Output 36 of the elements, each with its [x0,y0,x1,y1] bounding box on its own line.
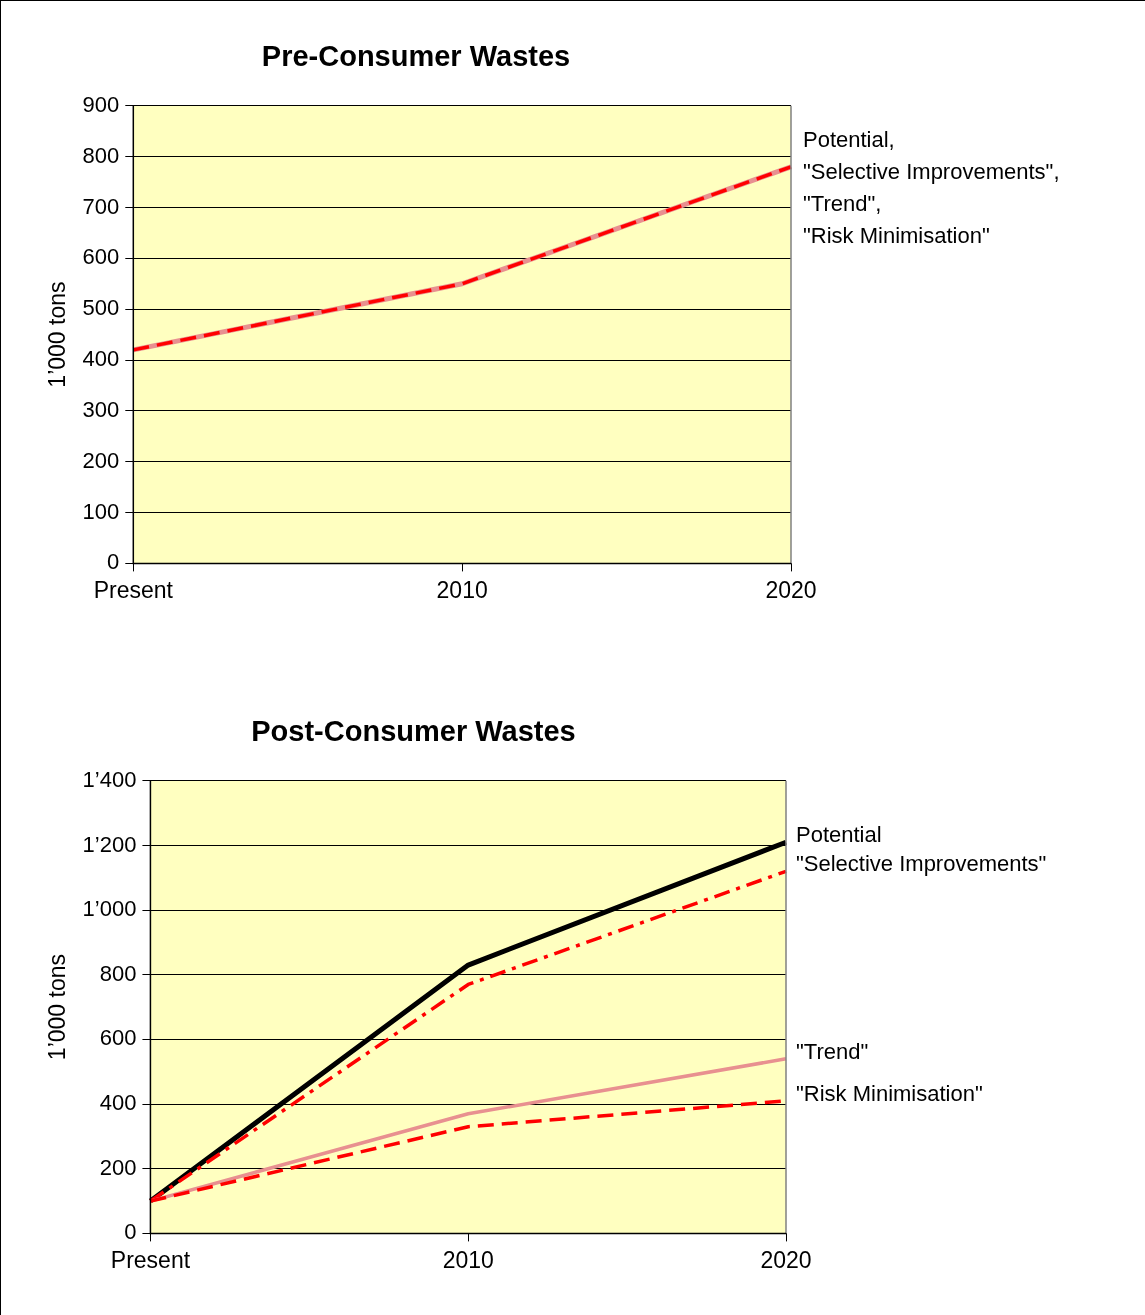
series-label: Potential [796,822,882,848]
x-tick-label: 2010 [436,576,488,603]
y-tick-label: 300 [82,396,120,422]
y-tick-label: 600 [99,1025,137,1051]
y-tick-label: 700 [82,193,120,219]
y-tick-label: 1’400 [82,766,137,792]
y-tick-label: 800 [99,960,137,986]
chart-title: Post-Consumer Wastes [251,715,576,748]
x-tick-label: Present [93,576,174,603]
text: "Selective Improvements", [803,158,1060,184]
y-axis-title: 1’000 tons [44,954,71,1061]
y-tick-label: 1’200 [82,831,137,857]
y-tick-label: 100 [82,498,120,524]
text: "Risk Minimisation" [803,222,990,248]
x-tick-label: 2020 [765,576,817,603]
y-tick-label: 200 [82,447,120,473]
x-tick-label: 2010 [442,1246,494,1273]
series-label: "Selective Improvements" [796,851,1047,877]
y-axis-title: 1’000 tons [44,281,71,388]
series-label: "Risk Minimisation" [796,1080,983,1106]
y-tick-label: 600 [82,244,120,270]
y-tick-label: 800 [82,142,120,168]
x-tick-label: 2020 [760,1246,812,1273]
y-tick-label: 0 [107,549,120,575]
y-tick-label: 500 [82,295,120,321]
y-tick-label: 400 [82,346,120,372]
text: Potential, [803,126,895,152]
text: "Trend", [803,190,882,216]
x-tick-label: Present [110,1246,191,1273]
y-tick-label: 0 [124,1219,137,1245]
chart-title: Pre-Consumer Wastes [261,40,571,73]
y-tick-label: 900 [82,91,120,117]
y-tick-label: 400 [99,1090,137,1116]
y-tick-label: 200 [99,1154,137,1180]
y-tick-label: 1’000 [82,896,137,922]
series-label: "Trend" [796,1038,869,1064]
